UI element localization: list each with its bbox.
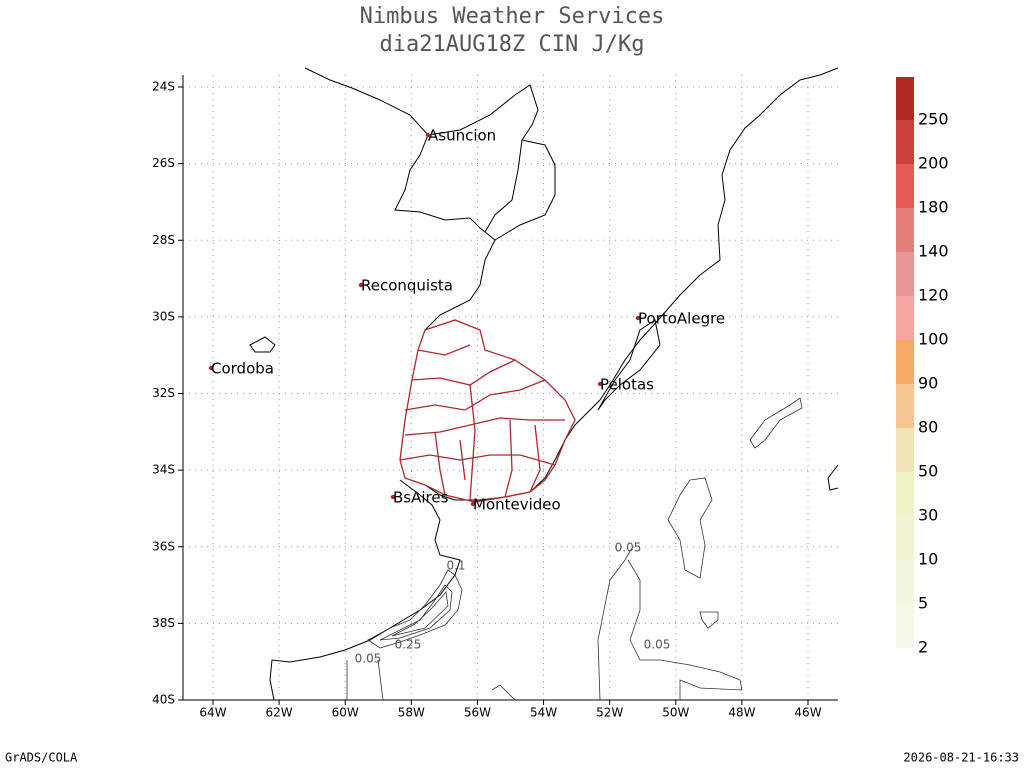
colorbar-label: 10: [918, 550, 938, 569]
colorbar-label: 200: [918, 154, 949, 173]
lat-tick-label: 34S: [152, 463, 175, 477]
lon-tick-label: 52W: [596, 706, 623, 720]
lon-tick-label: 50W: [662, 706, 689, 720]
lon-tick-label: 62W: [266, 706, 293, 720]
lon-tick-label: 54W: [530, 706, 557, 720]
colorbar-label: 5: [918, 594, 928, 613]
colorbar-swatch: [896, 120, 914, 164]
colorbar-swatch: [896, 472, 914, 516]
admin-border: [399, 319, 576, 503]
colorbar-label: 180: [918, 198, 949, 217]
lagoon-coast: [597, 319, 661, 411]
city-marker: [425, 132, 431, 138]
colorbar-label: 120: [918, 286, 949, 305]
city-label: Montevideo: [473, 496, 561, 514]
footer-right: 2026-08-21-16:33: [903, 751, 1019, 765]
colorbar-label: 2: [918, 638, 928, 657]
city-label: Reconquista: [361, 277, 453, 295]
contour-label: 0.25: [395, 638, 422, 652]
city-label: Asuncion: [428, 127, 496, 145]
lat-tick-label: 28S: [152, 233, 175, 247]
city-marker: [208, 365, 214, 371]
city-label: Pelotas: [600, 376, 654, 394]
city-label: BsAires: [393, 489, 449, 507]
lat-tick-label: 38S: [152, 616, 175, 630]
uruguay-borders: [399, 319, 576, 503]
colorbar-label: 140: [918, 242, 949, 261]
contours: [346, 397, 803, 701]
colorbar-label: 90: [918, 374, 938, 393]
colorbar-swatch: [896, 208, 914, 252]
coastline: [427, 84, 556, 241]
admin-border: [399, 344, 565, 501]
lon-tick-label: 58W: [398, 706, 425, 720]
lat-tick-label: 40S: [152, 693, 175, 707]
colorbar-label: 50: [918, 462, 938, 481]
colorbar-swatch: [896, 516, 914, 560]
lat-tick-label: 24S: [152, 80, 175, 94]
city-marker: [597, 381, 603, 387]
contour-line: [346, 397, 803, 701]
contour-label: 0.05: [644, 638, 671, 652]
colorbar: 2 5 10 30 50 80 90 100 120 140 180 200 250: [896, 77, 949, 657]
map-subtitle: dia21AUG18Z CIN J/Kg: [380, 32, 645, 57]
city-marker: [635, 315, 641, 321]
colorbar-label: 250: [918, 110, 949, 129]
map-labels: 24S 26S 28S 30S 32S 34S 36S 38S 40S 64W 62W 60W 58W 5…: [152, 80, 822, 720]
lon-tick-label: 56W: [464, 706, 491, 720]
colorbar-swatch: [896, 164, 914, 208]
city-marker: [390, 494, 396, 500]
lon-tick-label: 46W: [794, 706, 821, 720]
colorbar-swatch: [896, 340, 914, 384]
colorbar-swatch: [896, 604, 914, 648]
lat-tick-label: 30S: [152, 309, 175, 323]
coastline: [827, 464, 839, 491]
coastline: [269, 479, 461, 701]
contour-label: 0.1: [446, 559, 465, 573]
city-label: PortoAlegre: [638, 310, 725, 328]
city-marker: [470, 501, 476, 507]
lake-coast: [249, 336, 276, 353]
lat-tick-label: 36S: [152, 539, 175, 553]
city-label: Cordoba: [211, 360, 274, 378]
contour-label: 0.05: [615, 541, 642, 555]
colorbar-label: 30: [918, 506, 938, 525]
colorbar-swatch: [896, 77, 914, 120]
colorbar-swatch: [896, 384, 914, 428]
lat-tick-label: 26S: [152, 156, 175, 170]
colorbar-label: 100: [918, 330, 949, 349]
coastline: [304, 67, 496, 331]
lon-tick-label: 60W: [332, 706, 359, 720]
footer-left: GrADS/COLA: [5, 751, 78, 765]
colorbar-swatch: [896, 296, 914, 340]
colorbar-swatch: [896, 252, 914, 296]
lat-tick-label: 32S: [152, 386, 175, 400]
contour-line: [379, 584, 453, 641]
contour-line: [367, 569, 463, 649]
city-marker: [358, 282, 364, 288]
lon-tick-label: 48W: [728, 706, 755, 720]
map-title: Nimbus Weather Services: [360, 4, 665, 29]
colorbar-swatch: [896, 560, 914, 604]
colorbar-label: 80: [918, 418, 938, 437]
lon-tick-label: 64W: [199, 706, 226, 720]
colorbar-swatch: [896, 428, 914, 472]
contour-label: 0.05: [355, 652, 382, 666]
